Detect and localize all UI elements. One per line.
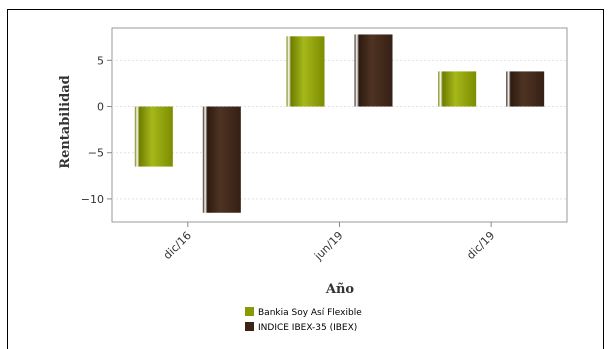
bar-1-2[interactable]: [506, 71, 545, 107]
y-tick-label: −10: [81, 193, 104, 206]
x-tick-label: jun/19: [311, 229, 345, 263]
x-ticks: dic/16 jun/19 dic/19: [161, 222, 497, 263]
bar-1-0[interactable]: [202, 106, 241, 213]
bar-0-0[interactable]: [134, 106, 173, 167]
bar-0-2[interactable]: [438, 71, 477, 107]
y-tick-label: 5: [97, 54, 104, 67]
y-tick-label: 0: [97, 101, 104, 114]
legend-label-1: INDICE IBEX-35 (IBEX): [258, 323, 357, 333]
bar-0-1[interactable]: [286, 36, 325, 107]
legend: Bankia Soy Así Flexible INDICE IBEX-35 (I…: [245, 307, 362, 333]
x-tick-label: dic/19: [464, 229, 497, 262]
legend-label-0: Bankia Soy Así Flexible: [258, 308, 362, 318]
chart-frame: [7, 9, 604, 349]
y-tick-label: −5: [88, 147, 104, 160]
x-tick-label: dic/16: [161, 229, 194, 262]
plot-area: [111, 27, 568, 223]
legend-swatch-1: [245, 322, 254, 331]
y-axis-title: Rentabilidad: [58, 75, 73, 168]
x-axis-title: Año: [325, 282, 355, 297]
bars: [134, 34, 545, 213]
legend-swatch-0: [245, 307, 254, 316]
bar-1-1[interactable]: [354, 34, 393, 107]
y-ticks: 5 0 −5 −10: [81, 54, 112, 206]
bar-chart: 50−5−10 dic/16 jun/19 dic/19 Rentabilidad …: [58, 27, 568, 333]
